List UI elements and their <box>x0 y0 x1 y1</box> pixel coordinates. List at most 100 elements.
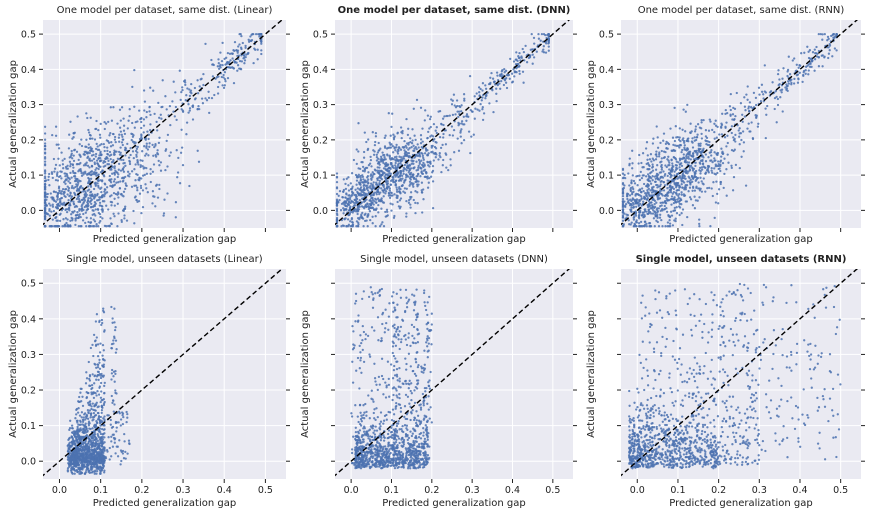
data-point <box>721 112 724 115</box>
data-point <box>744 184 748 187</box>
data-point <box>124 187 127 191</box>
data-point <box>444 143 448 146</box>
data-point <box>43 196 47 199</box>
data-point <box>468 74 472 78</box>
data-point <box>66 185 69 188</box>
data-point <box>621 208 625 211</box>
data-point <box>384 165 387 168</box>
data-point <box>376 197 380 200</box>
data-point <box>189 89 193 92</box>
data-point <box>238 43 241 46</box>
data-point <box>260 52 263 56</box>
data-point <box>102 349 105 352</box>
data-point <box>688 186 692 189</box>
data-point <box>126 142 129 146</box>
data-point <box>361 175 365 179</box>
data-point <box>660 149 663 153</box>
data-point <box>117 196 120 199</box>
data-point <box>83 150 86 154</box>
data-point <box>154 205 157 208</box>
data-point <box>415 98 419 102</box>
data-point <box>441 164 444 167</box>
data-point <box>103 145 106 149</box>
data-point <box>423 175 426 179</box>
data-point <box>107 208 110 211</box>
data-point <box>637 222 641 225</box>
data-point <box>86 172 90 176</box>
data-point <box>503 68 506 71</box>
data-point <box>98 320 101 324</box>
data-point <box>416 143 419 146</box>
data-point <box>522 50 526 54</box>
data-point <box>378 169 381 172</box>
data-point <box>386 187 389 190</box>
data-point <box>433 137 436 141</box>
data-point <box>388 141 391 144</box>
data-point <box>118 153 122 156</box>
data-point <box>734 140 737 143</box>
data-point <box>126 416 129 419</box>
data-point <box>353 198 356 202</box>
data-point <box>122 415 125 419</box>
data-point <box>401 157 404 160</box>
data-point <box>366 225 369 228</box>
data-point <box>70 186 74 190</box>
data-point <box>647 187 650 190</box>
data-point <box>484 87 488 90</box>
data-point <box>88 157 91 160</box>
data-point <box>61 225 64 228</box>
data-point <box>108 174 111 178</box>
data-point <box>171 100 174 103</box>
data-point <box>60 177 63 180</box>
data-point <box>391 194 394 197</box>
data-point <box>102 161 105 164</box>
data-point <box>678 186 681 189</box>
data-point <box>99 150 102 153</box>
data-point <box>347 176 350 179</box>
data-point <box>392 157 395 161</box>
data-point <box>44 193 48 196</box>
data-point <box>409 137 412 140</box>
data-point <box>187 111 190 114</box>
data-point <box>683 194 687 197</box>
data-point <box>714 124 718 127</box>
data-point <box>740 155 743 158</box>
data-point <box>352 158 356 162</box>
data-point <box>113 204 116 207</box>
data-point <box>392 180 395 183</box>
data-point <box>174 216 177 219</box>
data-point <box>821 33 824 36</box>
data-point <box>374 225 377 228</box>
data-point <box>426 186 430 189</box>
data-point <box>648 164 651 168</box>
data-point <box>188 94 192 98</box>
data-point <box>722 186 725 190</box>
data-point <box>79 185 82 189</box>
data-point <box>80 208 83 211</box>
data-point <box>100 390 103 393</box>
data-point <box>113 171 116 175</box>
data-point <box>51 133 54 137</box>
data-point <box>124 164 127 167</box>
data-point <box>68 194 71 198</box>
data-point <box>128 442 131 445</box>
data-point <box>640 197 643 200</box>
data-point <box>646 189 649 192</box>
data-point <box>640 187 644 190</box>
data-point <box>660 163 663 167</box>
data-point <box>152 89 155 92</box>
data-point <box>683 175 686 178</box>
data-point <box>87 128 90 132</box>
data-point <box>112 180 116 183</box>
data-point <box>124 149 127 152</box>
data-point <box>400 159 403 163</box>
data-point <box>335 198 339 201</box>
data-point <box>707 129 711 132</box>
data-point <box>645 192 648 195</box>
data-point <box>699 172 702 175</box>
data-point <box>629 187 632 190</box>
data-point <box>367 182 370 185</box>
data-point <box>368 210 372 213</box>
data-point <box>390 125 393 129</box>
